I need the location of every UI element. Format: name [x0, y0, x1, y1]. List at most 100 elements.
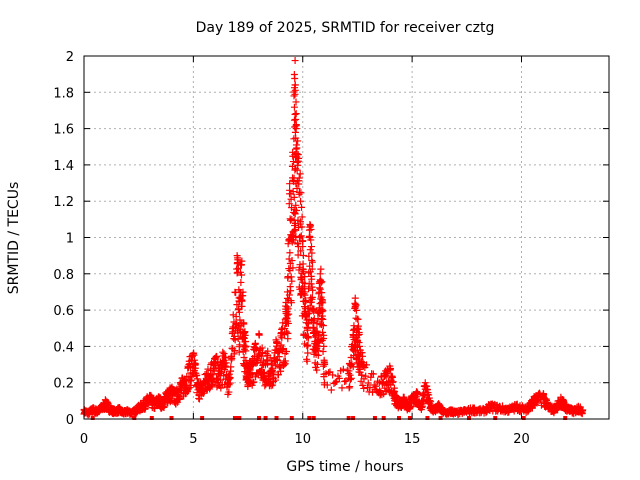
data-point — [352, 306, 360, 314]
baseline-point — [263, 416, 268, 420]
data-point — [308, 265, 316, 273]
y-axis-label: SRMTID / TECUs — [6, 182, 22, 295]
data-point — [296, 170, 304, 178]
data-point — [346, 383, 354, 391]
data-point — [227, 363, 235, 371]
data-point — [307, 225, 315, 233]
data-point — [364, 379, 372, 387]
data-point — [273, 339, 281, 347]
data-point — [443, 408, 451, 416]
data-point — [478, 406, 486, 414]
data-point — [146, 391, 154, 399]
x-tick-label: 0 — [80, 432, 88, 447]
data-point — [317, 265, 325, 273]
data-point — [225, 388, 233, 396]
baseline-point — [407, 416, 412, 420]
y-tick-label: 0.4 — [53, 340, 74, 355]
data-point — [305, 234, 313, 241]
data-point — [102, 397, 110, 405]
data-point — [306, 221, 314, 229]
y-tick-label: 1.8 — [53, 86, 74, 101]
data-point — [290, 92, 298, 100]
data-point — [321, 361, 329, 369]
data-point — [318, 297, 326, 305]
data-point — [217, 376, 225, 384]
data-point — [98, 402, 105, 410]
data-point — [273, 356, 281, 364]
data-point — [224, 375, 232, 383]
data-point — [301, 288, 309, 296]
x-tick-label: 20 — [513, 432, 530, 447]
baseline-point — [351, 416, 356, 420]
data-point — [272, 376, 280, 384]
data-point — [296, 218, 304, 226]
data-point — [323, 381, 331, 389]
data-point — [341, 377, 349, 385]
data-point — [268, 364, 276, 372]
data-point — [306, 246, 314, 254]
data-point — [408, 393, 416, 401]
data-point — [288, 257, 296, 265]
data-point — [304, 341, 312, 349]
data-point — [297, 274, 305, 282]
data-point — [297, 232, 305, 240]
baseline-point — [237, 416, 242, 420]
data-point — [300, 290, 308, 298]
data-point — [279, 344, 287, 352]
y-tick-label: 2 — [66, 50, 74, 65]
data-point — [298, 203, 306, 211]
baseline-point — [381, 416, 386, 420]
plot-frame — [83, 55, 610, 420]
data-point — [386, 366, 394, 374]
data-point — [544, 400, 552, 408]
x-tick-label: 5 — [189, 432, 197, 447]
data-point — [286, 186, 294, 194]
data-point — [284, 319, 292, 327]
data-point — [303, 342, 311, 350]
data-point — [339, 365, 347, 373]
data-point — [426, 397, 434, 405]
data-point — [327, 386, 335, 394]
data-point — [242, 342, 250, 350]
data-point — [305, 252, 313, 260]
data-point — [282, 348, 290, 356]
data-point — [284, 329, 292, 337]
data-point — [347, 374, 355, 382]
data-point — [283, 288, 291, 296]
data-point — [561, 400, 569, 408]
data-point — [417, 400, 425, 408]
data-point — [154, 393, 162, 401]
data-point — [283, 311, 291, 319]
data-point — [195, 395, 203, 403]
data-points — [80, 57, 587, 420]
data-point — [504, 404, 512, 412]
baseline-point — [346, 416, 351, 420]
data-point — [137, 400, 145, 408]
data-point — [235, 308, 243, 316]
y-tick-label: 0.8 — [53, 268, 74, 283]
data-point — [291, 110, 299, 118]
data-point — [292, 98, 300, 106]
data-point — [359, 381, 367, 389]
data-point — [159, 397, 167, 405]
data-point — [298, 223, 306, 231]
data-point — [294, 137, 302, 145]
data-point — [329, 371, 337, 379]
data-point — [84, 408, 92, 416]
data-point — [301, 273, 309, 281]
data-point — [106, 404, 114, 412]
data-point — [259, 357, 267, 365]
data-point — [203, 370, 210, 378]
data-point — [286, 249, 294, 257]
data-point — [272, 362, 280, 370]
data-point — [289, 188, 297, 196]
data-point — [354, 322, 362, 330]
data-point — [288, 231, 296, 239]
data-point — [308, 293, 316, 301]
data-point — [399, 393, 407, 401]
data-point — [295, 174, 303, 182]
data-point — [181, 375, 189, 383]
data-point — [285, 200, 293, 208]
data-point — [319, 322, 327, 330]
data-point — [258, 348, 266, 356]
